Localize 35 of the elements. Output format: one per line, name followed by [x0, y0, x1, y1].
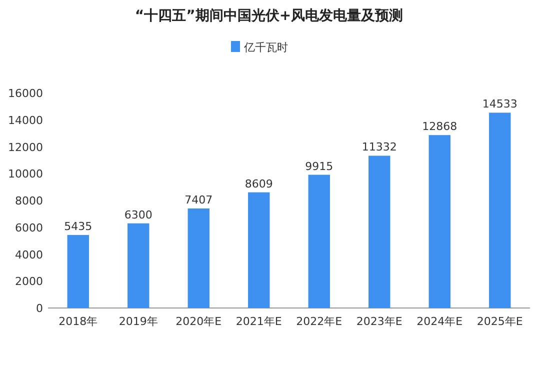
y-tick-label: 14000	[8, 114, 43, 127]
data-label: 12868	[422, 120, 458, 134]
bar	[368, 156, 390, 308]
chart-title: “十四五”期间中国光伏+风电发电量及预测	[134, 8, 404, 24]
y-tick-label: 10000	[8, 168, 43, 181]
data-label: 5435	[64, 220, 92, 233]
y-tick-label: 8000	[15, 194, 43, 208]
y-tick-label: 12000	[8, 140, 43, 154]
x-tick-label: 2022年E	[296, 315, 342, 328]
bar	[308, 174, 330, 308]
data-label: 11332	[362, 140, 397, 154]
y-tick-label: 6000	[15, 221, 43, 234]
x-tick-label: 2021年E	[236, 315, 282, 328]
data-label: 8609	[244, 177, 273, 190]
bar	[188, 208, 210, 308]
x-tick-label: 2020年E	[176, 315, 222, 328]
x-tick-label: 2023年E	[356, 315, 402, 328]
y-tick-label: 2000	[15, 275, 43, 288]
x-tick-label: 2019年	[118, 315, 158, 328]
data-label: 9915	[305, 160, 334, 173]
x-tick-label: 2024年E	[416, 315, 463, 328]
y-tick-label: 0	[36, 302, 43, 315]
x-tick-label: 2025年E	[476, 315, 523, 328]
y-tick-label: 16000	[8, 87, 43, 100]
bar	[128, 223, 150, 308]
bar	[428, 135, 450, 308]
x-tick-label: 2018年	[58, 315, 98, 328]
legend-label: 亿千瓦时	[243, 41, 288, 54]
data-label: 7407	[184, 193, 213, 206]
bar	[489, 112, 511, 308]
bar	[248, 192, 270, 308]
bar	[67, 234, 89, 308]
data-label: 6300	[124, 208, 152, 222]
y-tick-label: 4000	[15, 248, 43, 262]
data-label: 14533	[482, 98, 518, 111]
